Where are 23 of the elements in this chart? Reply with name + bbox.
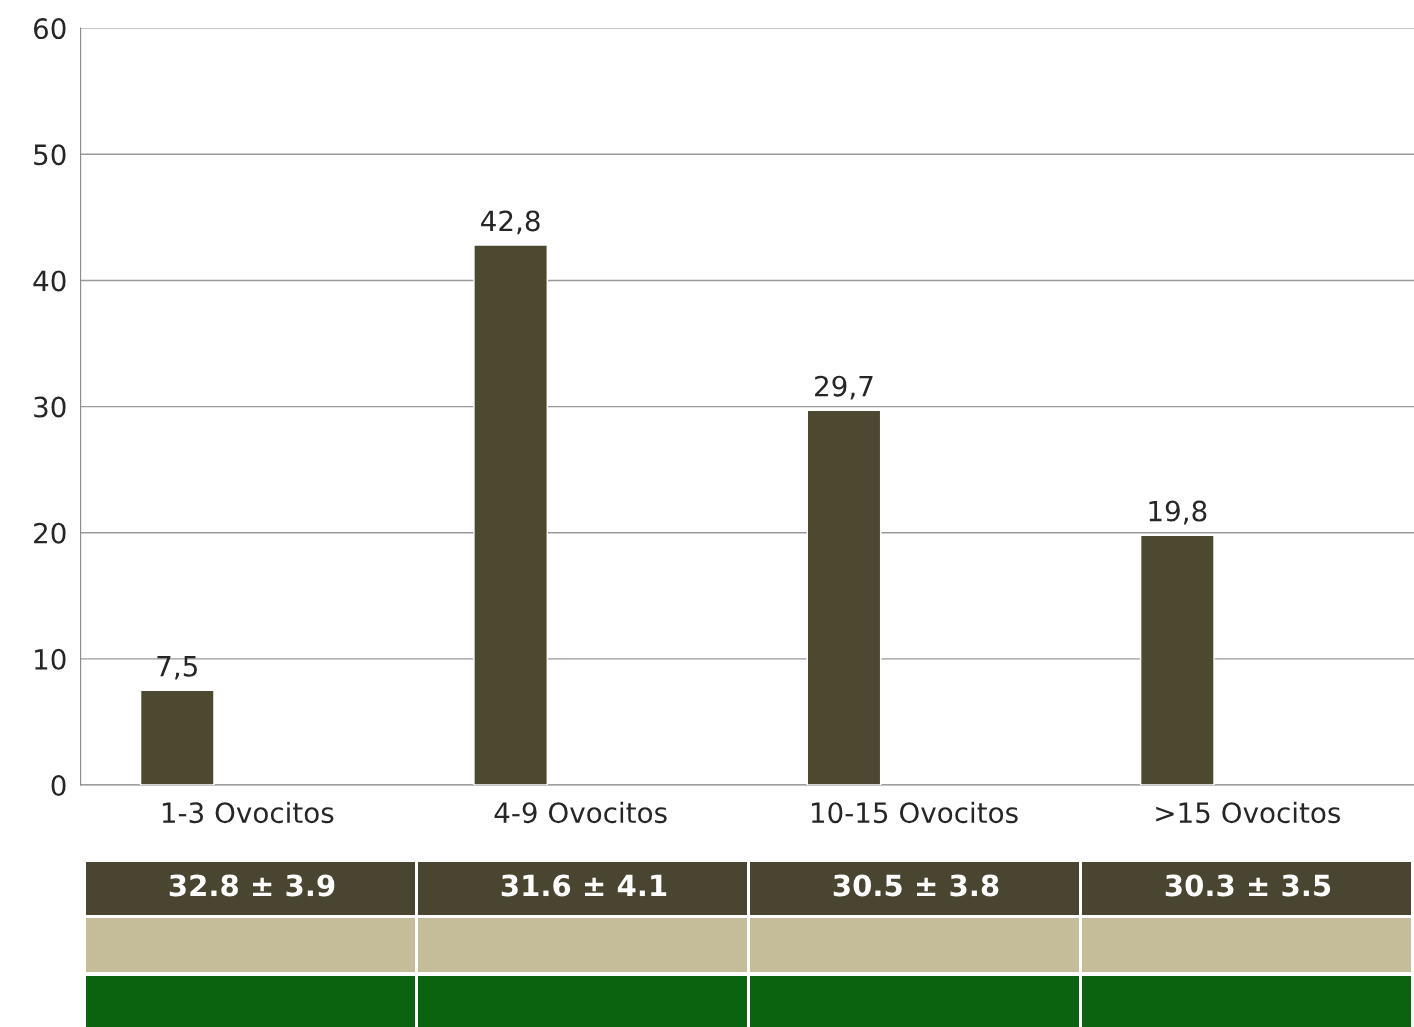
text: 32.8 ± 3.9 — [169, 874, 335, 897]
y-tick-label: 50 — [34, 144, 66, 166]
bar — [806, 409, 882, 786]
x-tick-label: >15 Ovocitos — [1156, 801, 1341, 824]
y-tick-label: 20 — [34, 522, 66, 544]
data-label: 7,5 — [157, 656, 197, 680]
text: 31.6 ± 4.1 — [501, 874, 667, 897]
y-tick-label: 60 — [34, 18, 66, 40]
bar — [473, 244, 548, 786]
y-tick-label: 40 — [33, 270, 66, 292]
text: 30.5 ± 3.8 — [833, 874, 999, 897]
bar — [139, 689, 215, 786]
x-tick-label: 1-3 Ovocitos — [162, 801, 334, 824]
data-label: 19,8 — [1149, 500, 1207, 525]
y-tick-label: 30 — [34, 396, 66, 418]
data-label: 29,7 — [815, 375, 873, 400]
data-label: 42,8 — [481, 210, 540, 235]
y-tick-label: 0 — [51, 774, 66, 796]
x-tick-label: 10-15 Ovocitos — [811, 801, 1018, 824]
x-tick-label: 4-9 Ovocitos — [494, 801, 667, 824]
y-tick-label: 10 — [35, 648, 66, 670]
text: 30.3 ± 3.5 — [1165, 874, 1331, 897]
bar — [1139, 534, 1215, 786]
